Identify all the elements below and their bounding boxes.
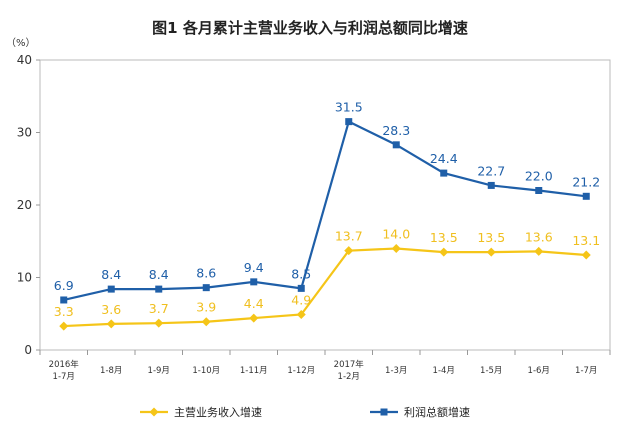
legend-label-1: 主营业务收入增速 — [174, 405, 262, 419]
x-tick-label: 1-3月 — [385, 366, 407, 376]
series-2-data-label: 24.4 — [430, 151, 458, 166]
series-1-point — [249, 313, 259, 323]
series-1-point — [344, 246, 354, 256]
series-line-2 — [63, 120, 587, 302]
series-1-point — [439, 247, 449, 257]
legend-marker-diamond — [149, 407, 159, 417]
x-tick-label: 1-5月 — [480, 366, 502, 376]
data-labels-layer: 3.3 3.6 3.7 3.9 4.4 4.9 13.7 14.0 13.5 13.5 13.6 13… — [54, 100, 600, 319]
series-1-data-label: 13.1 — [572, 233, 600, 248]
series-layer — [59, 118, 591, 331]
x-tick-label: 1-2月 — [338, 372, 360, 382]
y-tick-label: 0 — [24, 343, 32, 357]
x-tick-label: 2016年 — [49, 359, 80, 370]
series-1-point — [296, 309, 306, 319]
series-1-point — [534, 246, 544, 256]
x-tick-label: 1-11月 — [240, 366, 268, 376]
series-1-data-label: 4.4 — [244, 296, 264, 311]
x-tick-label: 1-7月 — [575, 366, 597, 376]
y-tick-label: 10 — [17, 271, 32, 285]
series-1-data-label: 14.0 — [382, 227, 410, 242]
x-tick-label: 1-12月 — [287, 366, 315, 376]
series-2-point — [107, 285, 115, 293]
y-unit-label: （%） — [6, 37, 36, 49]
series-1-data-label: 13.5 — [477, 230, 505, 245]
series-1-data-label: 13.5 — [430, 230, 458, 245]
axes: 0 10 20 30 40 2016年 1-7月 1-8月 1-9月 1-10月 1-11月 1-12… — [17, 53, 611, 382]
x-tick-label: 1-4月 — [433, 366, 455, 376]
series-1-data-label: 13.7 — [335, 229, 363, 244]
series-1-point — [201, 317, 211, 327]
series-2-point — [582, 192, 590, 200]
series-2-point — [297, 284, 305, 292]
series-2-data-label: 6.9 — [54, 278, 74, 293]
x-tick-label: 1-6月 — [528, 366, 550, 376]
series-2-point — [535, 187, 543, 194]
legend-marker-square — [380, 408, 388, 416]
chart-title: 图1 各月累计主营业务收入与利润总额同比增速 — [152, 19, 468, 37]
series-1-point — [106, 319, 116, 329]
series-1-data-label: 4.9 — [291, 292, 311, 307]
series-2-data-label: 21.2 — [572, 174, 600, 189]
series-2-point — [250, 278, 258, 286]
series-2-point — [202, 284, 210, 292]
series-2-point — [345, 118, 353, 126]
x-tick-label: 1-9月 — [148, 366, 170, 376]
series-2-data-label: 8.5 — [291, 266, 311, 281]
x-tick-label: 1-8月 — [100, 366, 122, 376]
legend-label-2: 利润总额增速 — [404, 405, 470, 419]
series-1-point — [59, 321, 69, 331]
y-tick-label: 30 — [17, 126, 32, 140]
x-tick-label: 2017年 — [334, 359, 365, 370]
series-2-data-label: 22.0 — [525, 169, 553, 184]
series-2-point — [155, 285, 163, 293]
series-2-data-label: 22.7 — [477, 163, 505, 178]
series-1-point — [486, 247, 496, 257]
series-2-data-label: 31.5 — [335, 100, 363, 115]
series-2-data-label: 8.4 — [101, 267, 121, 282]
series-1-data-label: 3.3 — [54, 304, 74, 319]
series-2-data-label: 28.3 — [382, 123, 410, 138]
series-1-data-label: 13.6 — [525, 229, 553, 244]
series-2-point — [60, 296, 68, 304]
series-2-data-label: 8.4 — [149, 267, 169, 282]
series-2-point — [487, 181, 495, 189]
y-tick-label: 20 — [17, 198, 32, 212]
series-2-data-label: 8.6 — [196, 266, 216, 281]
legend: 主营业务收入增速 利润总额增速 — [140, 405, 470, 419]
series-1-data-label: 3.9 — [196, 300, 216, 315]
series-1-point — [391, 244, 401, 253]
series-2-point — [392, 141, 400, 149]
series-1-point — [581, 250, 591, 260]
series-2-point — [440, 169, 448, 177]
series-line-1 — [63, 247, 587, 328]
series-2-data-label: 9.4 — [244, 260, 264, 275]
series-1-data-label: 3.6 — [101, 302, 121, 317]
series-1-point — [154, 318, 164, 328]
x-tick-label: 1-7月 — [53, 372, 75, 382]
series-1-data-label: 3.7 — [149, 301, 169, 316]
x-tick-label: 1-10月 — [192, 366, 220, 376]
y-tick-label: 40 — [17, 53, 32, 67]
